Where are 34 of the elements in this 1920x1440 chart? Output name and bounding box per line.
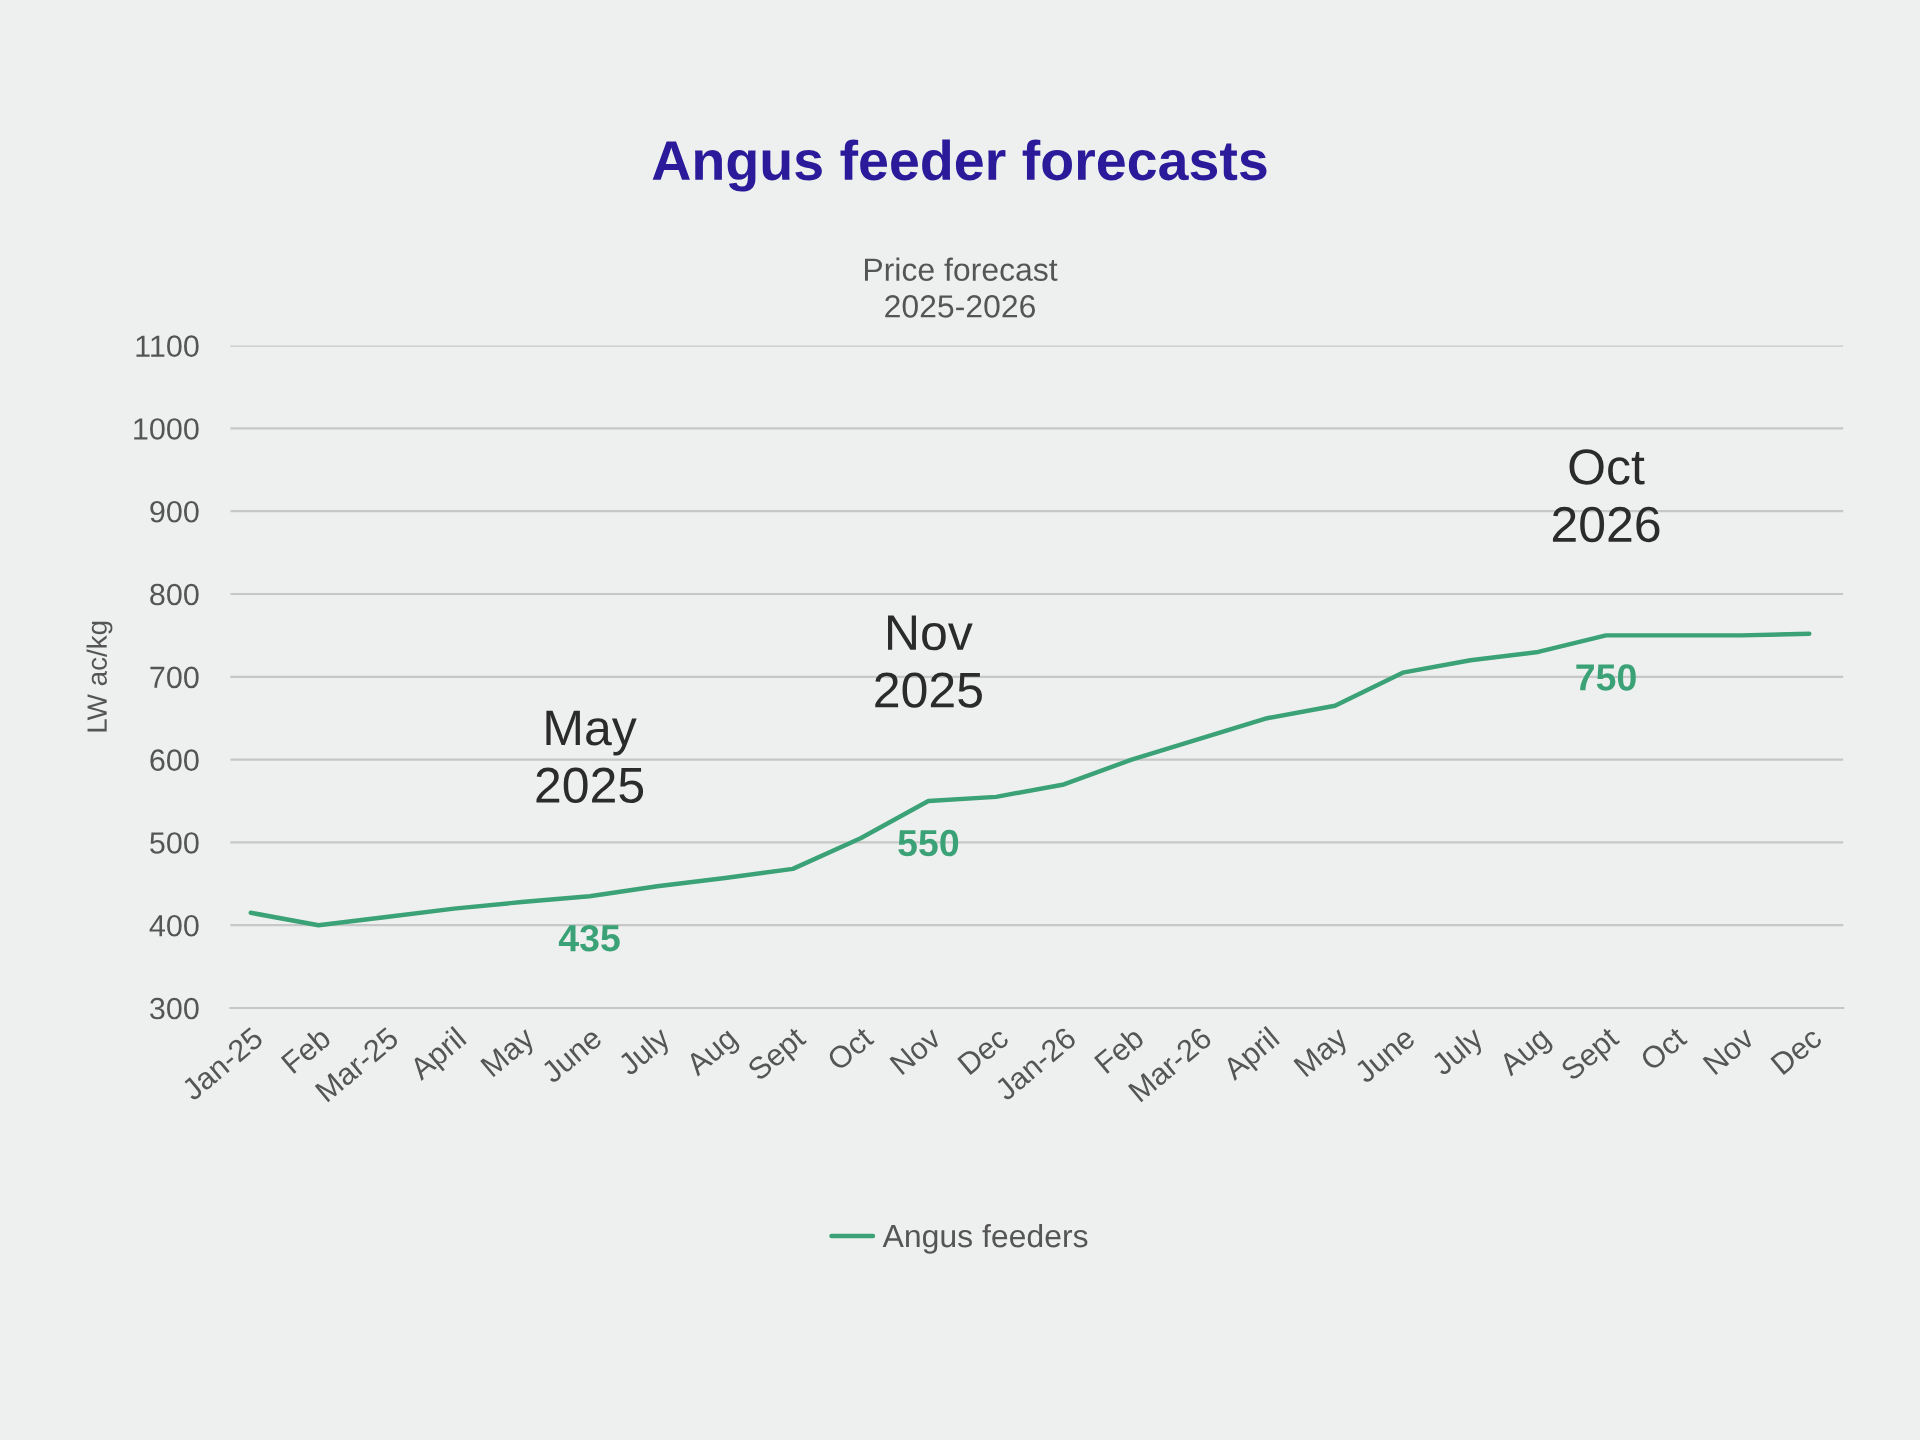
x-tick-label: July [616, 1024, 676, 1082]
x-tick-label: Aug [1497, 1026, 1556, 1082]
y-tick-label: 1100 [136, 335, 199, 357]
annotation: May 2025 [536, 710, 644, 803]
data-label: 750 [1576, 664, 1636, 691]
y-axis-title: LW ac/kg [86, 621, 113, 732]
y-tick-label: 400 [149, 914, 199, 937]
y-tick-label: 300 [150, 997, 199, 1020]
y-tick-label: 800 [150, 583, 199, 606]
y-tick-label: 1000 [134, 418, 199, 440]
x-tick-label: Aug [684, 1026, 742, 1082]
legend-label: Angus feeders [882, 1223, 1088, 1254]
x-tick-label: Oct [825, 1025, 875, 1072]
chart-subtitle: Price forecast 2025-2026 [864, 257, 1058, 318]
annotation: Oct 2026 [1552, 449, 1660, 543]
y-tick-label: 700 [150, 666, 199, 689]
y-tick-label: 500 [150, 832, 199, 854]
x-tick-label: June [1353, 1026, 1417, 1085]
y-tick-label: 900 [150, 500, 199, 523]
x-tick-label: Nov [1702, 1025, 1756, 1076]
y-tick-label: 600 [150, 749, 199, 771]
x-tick-label: Oct [1639, 1025, 1689, 1072]
annotation: Nov 2025 [875, 615, 982, 708]
x-tick-label: May [1293, 1025, 1354, 1082]
x-tick-label: Sept [746, 1025, 811, 1086]
data-label: 550 [898, 829, 959, 857]
x-tick-label: Dec [1770, 1026, 1824, 1076]
data-label: 435 [558, 924, 620, 952]
chart-title: Angus feeder forecasts [652, 139, 1267, 192]
x-tick-label: July [1429, 1024, 1489, 1082]
x-tick-label: Nov [889, 1025, 943, 1076]
x-tick-label: May [480, 1025, 541, 1082]
x-tick-label: June [539, 1026, 603, 1085]
x-tick-label: Sept [1559, 1025, 1625, 1086]
